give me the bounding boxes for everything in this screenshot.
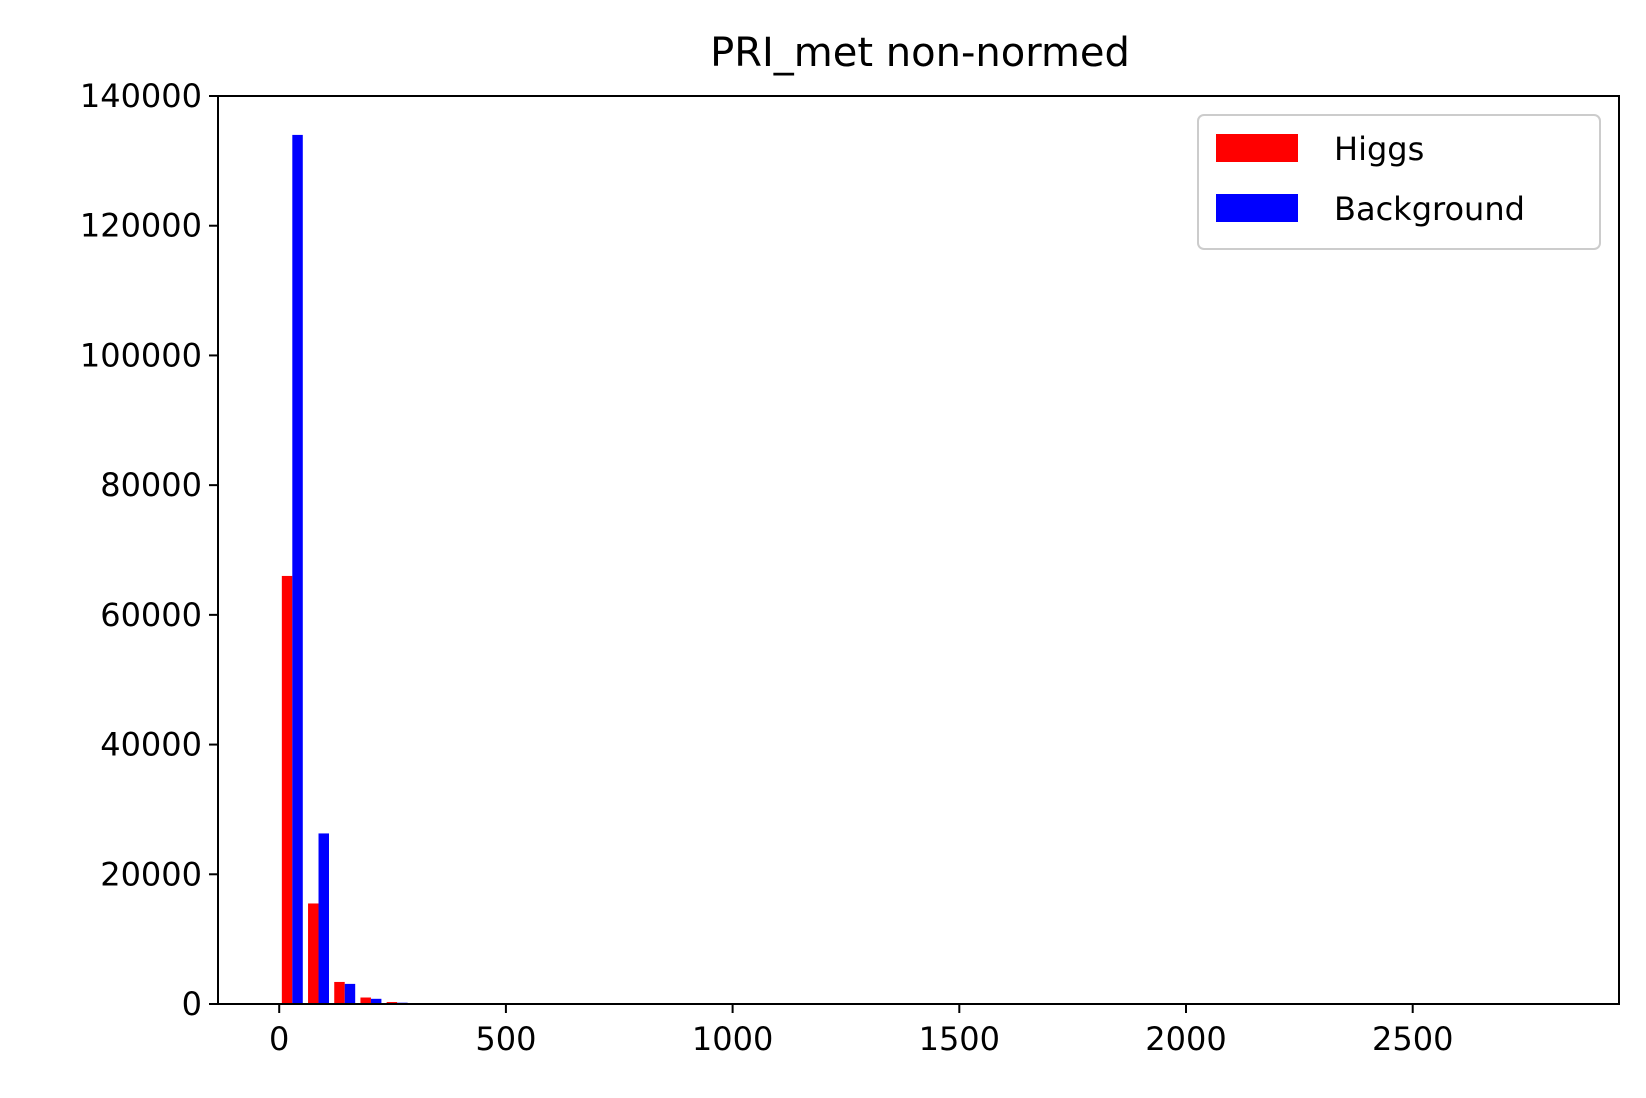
bar-background-2 [344,983,356,1004]
x-tick-label: 0 [269,1020,289,1058]
legend-swatch-higgs [1216,134,1298,162]
x-tick-label: 2500 [1372,1020,1453,1058]
y-tick-label: 60000 [100,596,202,634]
y-tick-label: 120000 [80,207,202,245]
y-tick-label: 80000 [100,466,202,504]
legend-label-background: Background [1334,190,1525,228]
bar-higgs-3 [360,997,371,1004]
plot-frame [217,95,1620,1005]
y-tick-label: 0 [182,985,202,1023]
legend-label-higgs: Higgs [1334,130,1424,168]
y-tick-label: 100000 [80,336,202,374]
bar-background-1 [318,833,329,1004]
y-axis: 0 20000 40000 60000 80000 100000 120000 140000 [80,77,218,1023]
y-tick-label: 20000 [100,855,202,893]
bar-higgs-2 [334,981,345,1004]
legend-box [1197,114,1601,250]
x-tick-label: 1000 [692,1020,773,1058]
legend-swatch-background [1216,194,1298,222]
bar-higgs-0 [281,575,293,1004]
y-tick-label: 40000 [100,726,202,764]
x-tick-label: 500 [475,1020,536,1058]
y-tick-label: 140000 [80,77,202,115]
chart-title: PRI_met non-normed [710,30,1130,76]
x-tick-label: 2000 [1145,1020,1226,1058]
bar-background-3 [370,998,382,1004]
x-axis: 0 500 1000 1500 2000 2500 [269,1004,1453,1058]
bar-background-0 [292,134,303,1004]
legend: Higgs Background [1197,114,1601,250]
x-tick-label: 1500 [919,1020,1000,1058]
bar-higgs-1 [308,903,319,1004]
